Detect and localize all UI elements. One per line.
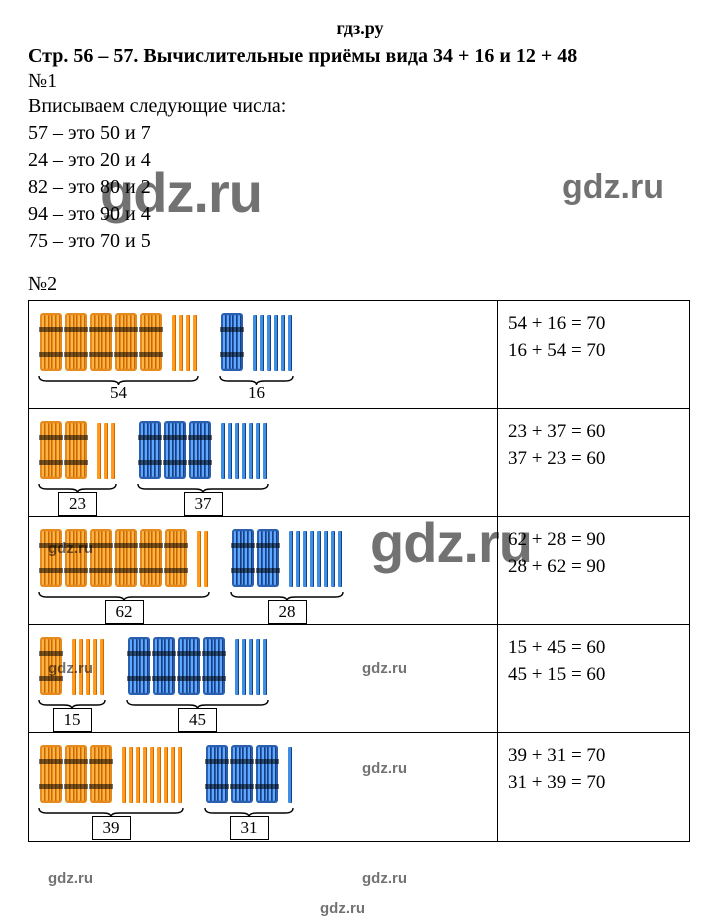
sticks-cell: 54 16 <box>29 301 497 408</box>
stick-group: 54 <box>37 309 200 403</box>
ex1-line: 75 – это 70 и 5 <box>28 228 692 255</box>
stick-group: 15 <box>37 633 107 732</box>
equation: 31 + 39 = 70 <box>508 770 679 797</box>
equation: 23 + 37 = 60 <box>508 419 679 446</box>
ex1-line: 94 – это 90 и 4 <box>28 201 692 228</box>
table-row: 62 28 62 + 28 = 9028 + 62 = 90 <box>29 517 689 625</box>
equation: 39 + 31 = 70 <box>508 743 679 770</box>
sticks-cell: 62 28 <box>29 517 497 624</box>
group-value: 54 <box>110 383 127 403</box>
stick-group: 39 <box>37 741 185 840</box>
equations-cell: 54 + 16 = 7016 + 54 = 70 <box>497 301 689 408</box>
watermark: gdz.ru <box>362 870 407 887</box>
stick-group: 62 <box>37 525 211 624</box>
ex1-intro: Вписываем следующие числа: <box>28 93 692 120</box>
table-row: 23 37 23 + 37 = 6037 + 23 = 60 <box>29 409 689 517</box>
equations-cell: 15 + 45 = 6045 + 15 = 60 <box>497 625 689 732</box>
sticks-cell: 1545 <box>29 625 497 732</box>
page: гдз.ру Стр. 56 – 57. Вычислительные приё… <box>0 0 720 862</box>
ex1-line: 57 – это 50 и 7 <box>28 120 692 147</box>
equation: 37 + 23 = 60 <box>508 446 679 473</box>
exercise-1-body: Вписываем следующие числа: 57 – это 50 и… <box>28 93 692 255</box>
stick-group: 23 <box>37 417 118 516</box>
table-row: 154515 + 45 = 6045 + 15 = 60 <box>29 625 689 733</box>
table-row: 39 31 39 + 31 = 7031 + 39 = 70 <box>29 733 689 841</box>
exercise-1-label: №1 <box>28 70 692 93</box>
group-value: 62 <box>105 600 144 624</box>
group-value: 16 <box>248 383 265 403</box>
equation: 28 + 62 = 90 <box>508 554 679 581</box>
watermark: gdz.ru <box>48 870 93 887</box>
equation: 45 + 15 = 60 <box>508 662 679 689</box>
sticks-cell: 39 31 <box>29 733 497 841</box>
stick-group: 16 <box>218 309 295 403</box>
stick-group: 45 <box>125 633 270 732</box>
exercise-2-table: 54 16 54 + 16 = 7016 + 54 = 70 23 37 23 + 37 … <box>28 300 690 842</box>
exercise-2-label: №2 <box>28 273 692 296</box>
ex1-line: 82 – это 80 и 2 <box>28 174 692 201</box>
group-value: 15 <box>53 708 92 732</box>
equations-cell: 39 + 31 = 7031 + 39 = 70 <box>497 733 689 841</box>
equation: 15 + 45 = 60 <box>508 635 679 662</box>
equation: 16 + 54 = 70 <box>508 338 679 365</box>
stick-group: 31 <box>203 741 295 840</box>
group-value: 31 <box>230 816 269 840</box>
group-value: 45 <box>178 708 217 732</box>
group-value: 37 <box>184 492 223 516</box>
equation: 54 + 16 = 70 <box>508 311 679 338</box>
page-title: Стр. 56 – 57. Вычислительные приёмы вида… <box>28 45 692 68</box>
stick-group: 28 <box>229 525 345 624</box>
sticks-cell: 23 37 <box>29 409 497 516</box>
site-header: гдз.ру <box>28 10 692 45</box>
group-value: 23 <box>58 492 97 516</box>
equation: 62 + 28 = 90 <box>508 527 679 554</box>
ex1-line: 24 – это 20 и 4 <box>28 147 692 174</box>
equations-cell: 23 + 37 = 6037 + 23 = 60 <box>497 409 689 516</box>
equations-cell: 62 + 28 = 9028 + 62 = 90 <box>497 517 689 624</box>
watermark: gdz.ru <box>320 900 365 917</box>
table-row: 54 16 54 + 16 = 7016 + 54 = 70 <box>29 301 689 409</box>
group-value: 28 <box>268 600 307 624</box>
stick-group: 37 <box>136 417 270 516</box>
group-value: 39 <box>92 816 131 840</box>
